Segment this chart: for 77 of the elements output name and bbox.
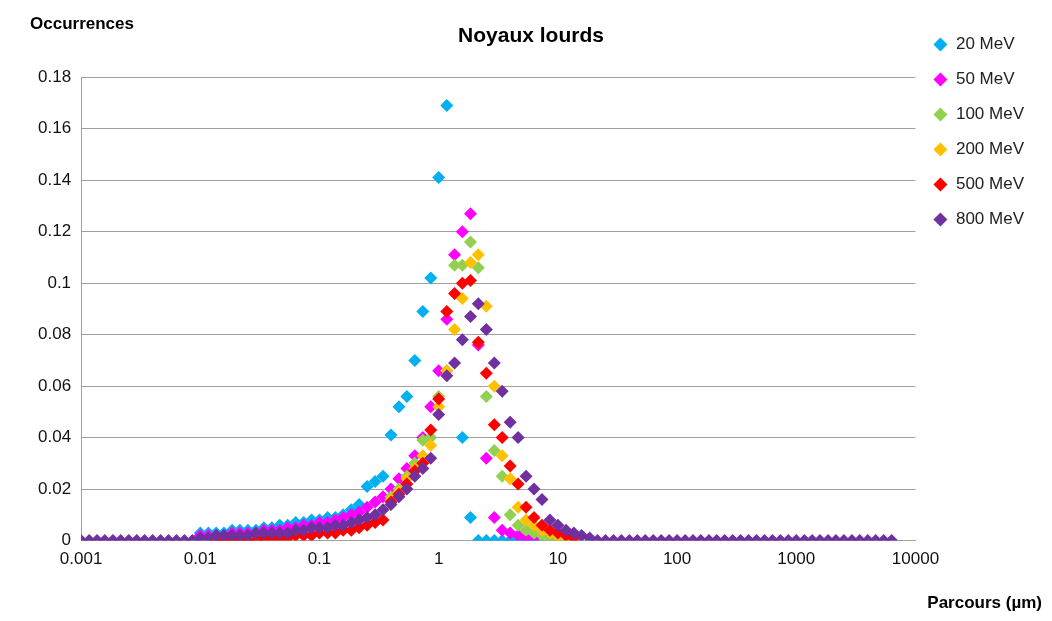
chart-title: Noyaux lourds — [458, 23, 604, 47]
point — [464, 207, 478, 221]
point — [416, 304, 430, 318]
point — [479, 299, 493, 313]
point — [503, 508, 517, 522]
y-tick-label: 0 — [61, 530, 72, 550]
point — [495, 431, 509, 445]
point — [479, 451, 493, 465]
point — [471, 248, 485, 262]
point — [440, 99, 454, 113]
point — [487, 443, 501, 457]
x-tick-label: 10000 — [891, 549, 940, 569]
y-tick-label: 0.08 — [37, 324, 72, 344]
point — [479, 366, 493, 380]
point — [464, 274, 478, 288]
point — [535, 518, 549, 532]
legend-label: 20 MeV — [955, 34, 1016, 54]
point — [440, 304, 454, 318]
point — [360, 480, 374, 494]
point — [455, 292, 469, 306]
y-axis-title: Occurrences — [30, 14, 134, 34]
point — [448, 248, 462, 262]
y-tick-label: 0.14 — [37, 169, 72, 189]
y-tick-label: 0.16 — [37, 118, 72, 138]
point — [424, 423, 438, 437]
y-tick-label: 0.1 — [47, 272, 72, 292]
point — [503, 459, 517, 473]
point — [400, 389, 414, 403]
point — [408, 353, 422, 367]
point — [495, 449, 509, 463]
point — [376, 513, 390, 527]
point — [424, 271, 438, 285]
x-tick-label: 100 — [662, 549, 692, 569]
x-tick-label: 1000 — [777, 549, 816, 569]
y-tick-label: 0.18 — [37, 66, 72, 86]
x-tick-label: 0.1 — [307, 549, 332, 569]
legend-label: 200 MeV — [955, 139, 1025, 159]
x-axis-title: Parcours (µm) — [927, 593, 1042, 613]
legend-label: 50 MeV — [955, 69, 1016, 89]
point — [464, 510, 478, 524]
point — [487, 418, 501, 432]
y-tick-label: 0.06 — [37, 375, 72, 395]
point — [487, 510, 501, 524]
point — [455, 431, 469, 445]
point — [471, 261, 485, 275]
y-tick-label: 0.02 — [37, 478, 72, 498]
x-tick-label: 1 — [433, 549, 444, 569]
point — [511, 518, 525, 532]
point — [519, 500, 533, 514]
y-tick-label: 0.12 — [37, 221, 72, 241]
point — [511, 477, 525, 491]
legend-label: 100 MeV — [955, 104, 1025, 124]
point — [368, 474, 382, 488]
point — [464, 235, 478, 249]
legend-label: 500 MeV — [955, 174, 1025, 194]
point — [448, 323, 462, 336]
point — [479, 389, 493, 403]
point — [448, 286, 462, 300]
x-tick-label: 10 — [548, 549, 568, 569]
point — [487, 379, 501, 393]
legend-label: 800 MeV — [955, 209, 1025, 229]
point — [455, 225, 469, 239]
y-tick-label: 0.04 — [37, 427, 72, 447]
point — [503, 526, 517, 540]
point — [392, 400, 406, 414]
point — [368, 495, 382, 509]
point — [432, 171, 446, 185]
point — [503, 472, 517, 486]
point — [360, 500, 374, 514]
x-tick-label: 0.01 — [183, 549, 217, 569]
point — [424, 438, 438, 452]
point — [384, 428, 398, 442]
point — [527, 510, 541, 524]
point — [455, 276, 469, 290]
point — [464, 256, 478, 270]
x-tick-label: 0.001 — [59, 549, 103, 569]
point — [376, 469, 390, 483]
